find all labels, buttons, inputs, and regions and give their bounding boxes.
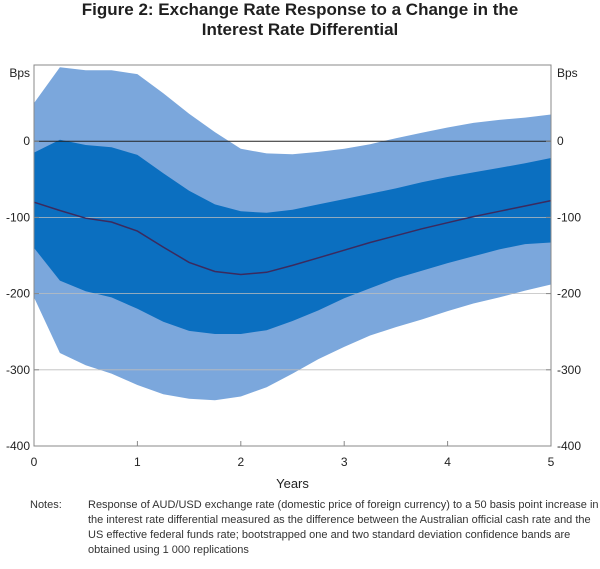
x-axis-label: Years <box>276 476 309 491</box>
y-tick-label-right: -300 <box>557 363 581 377</box>
y-tick-label-left: -400 <box>6 439 30 453</box>
y-tick-label-right: -400 <box>557 439 581 453</box>
y-tick-label-right: -100 <box>557 210 581 224</box>
chart-plot: 0 1 2 3 4 5 0 0 -100 -100 -200 -200 -300 -300 -400 -400… <box>6 64 581 491</box>
y-tick-label-right: -200 <box>557 287 581 301</box>
y-axis-label-right: Bps <box>557 66 578 80</box>
x-tick-label: 4 <box>444 455 451 469</box>
y-tick-label-left: -300 <box>6 363 30 377</box>
band-1sd <box>34 139 551 334</box>
plot-frame <box>33 64 552 447</box>
series-line-point-estimate <box>33 199 552 276</box>
chart-title: Figure 2: Exchange Rate Response to a Ch… <box>0 0 600 40</box>
x-tick-label: 3 <box>341 455 348 469</box>
y-axis-label-left: Bps <box>9 66 30 80</box>
x-tick-label: 1 <box>134 455 141 469</box>
y-tick-label-left: -200 <box>6 287 30 301</box>
notes-label: Notes: <box>30 499 62 511</box>
x-tick-label: 5 <box>548 455 555 469</box>
y-tick-label-left: -100 <box>6 210 30 224</box>
x-tick-label: 2 <box>237 455 244 469</box>
chart-title-line-1: Figure 2: Exchange Rate Response to a Ch… <box>81 0 519 19</box>
y-tick-label-right: 0 <box>557 134 564 148</box>
chart-title-line-2: Interest Rate Differential <box>201 20 399 39</box>
notes-text: Response of AUD/USD exchange rate (domes… <box>88 499 599 556</box>
x-tick-label: 0 <box>31 455 38 469</box>
y-tick-label-left: 0 <box>23 134 30 148</box>
